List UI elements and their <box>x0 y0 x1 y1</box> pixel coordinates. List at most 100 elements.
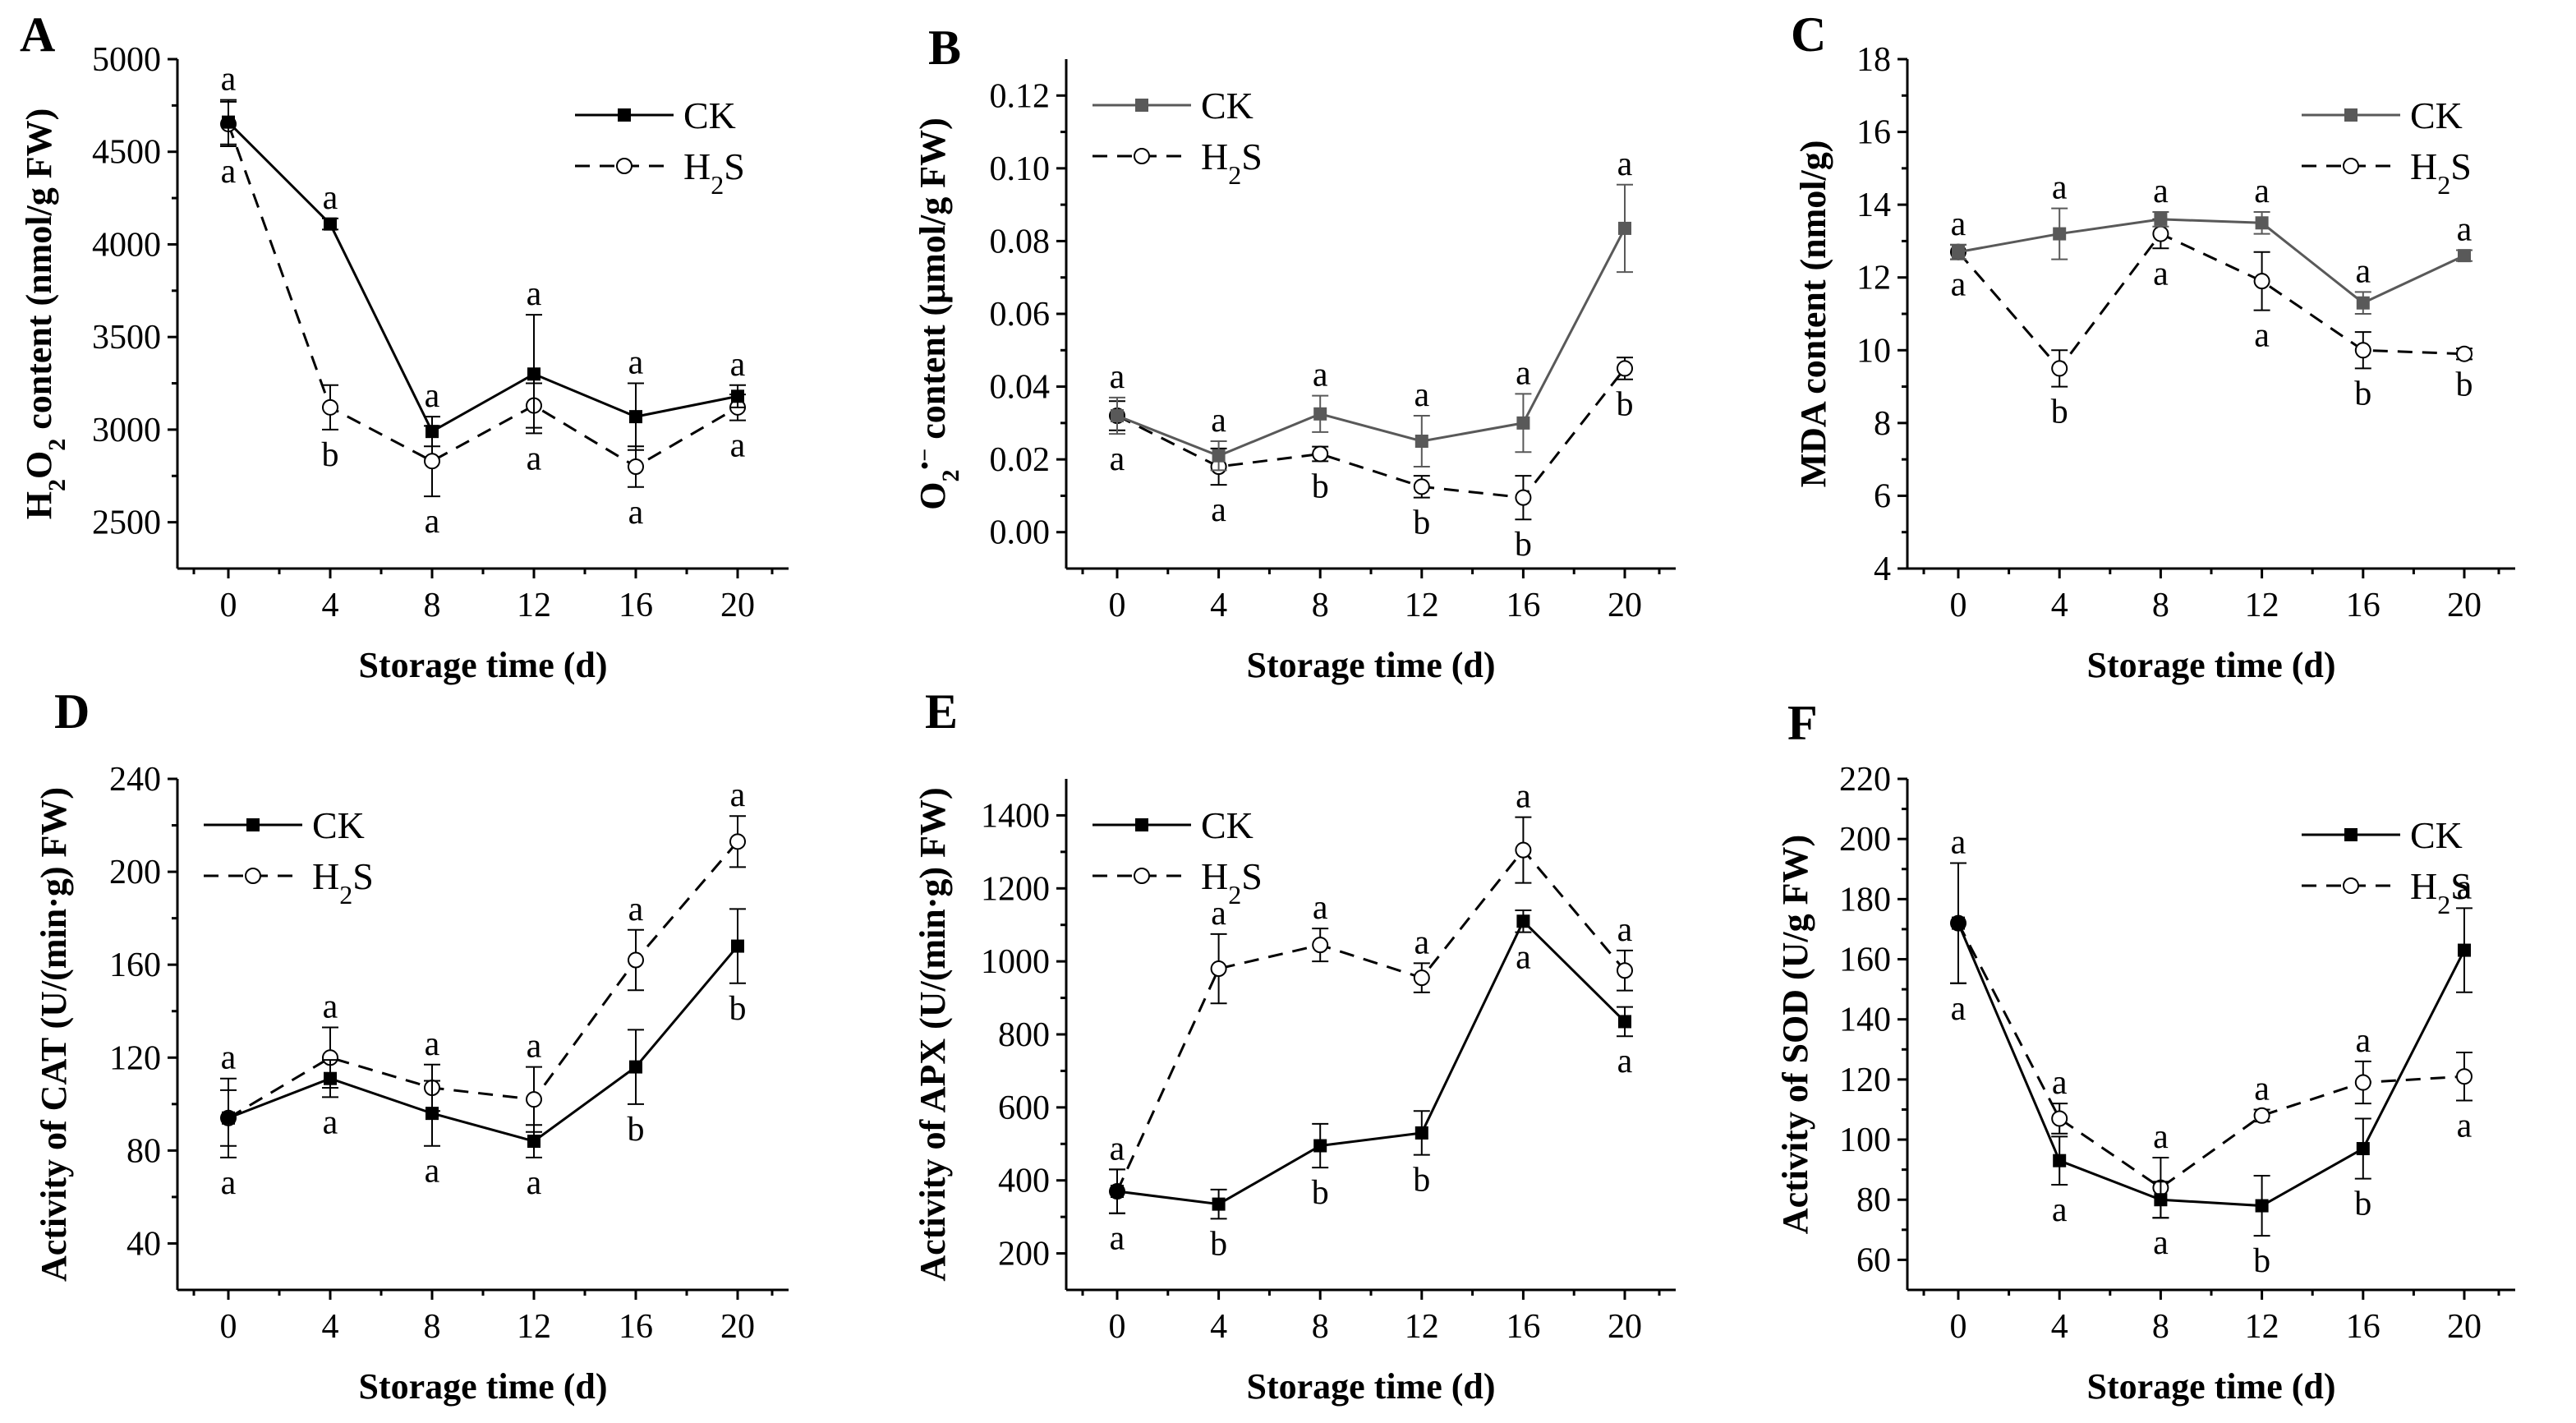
x-tick-label: 4 <box>2051 587 2068 624</box>
legend-label-part: H <box>312 855 339 897</box>
significance-letter: b <box>2354 1186 2371 1223</box>
series-line-h2s <box>1116 848 1626 1192</box>
legend-label-ck: CK <box>312 804 365 846</box>
y-tick-label: 160 <box>1839 942 1891 979</box>
x-axis-title: Storage time (d) <box>2086 645 2335 685</box>
data-point-h2s <box>2456 1068 2472 1085</box>
significance-letter: a <box>628 344 644 382</box>
legend-label-ck: CK <box>2410 94 2463 136</box>
significance-letter: a <box>1617 1043 1633 1080</box>
significance-letter: a <box>730 427 746 465</box>
data-point-ck <box>2255 216 2269 230</box>
series-line-h2s <box>227 123 738 468</box>
y-tick-label: 200 <box>1839 821 1891 859</box>
significance-letter: a <box>1617 145 1633 183</box>
y-tick-label: 16 <box>1856 114 1891 152</box>
x-tick-label: 8 <box>1312 1308 1329 1346</box>
significance-letter: a <box>221 1039 237 1077</box>
y-tick-label: 3500 <box>92 319 161 357</box>
y-tick-label: 12 <box>1856 260 1891 297</box>
legend-label-part: H <box>2410 145 2437 187</box>
data-point-ck <box>1313 407 1327 421</box>
significance-letter: b <box>2354 375 2371 412</box>
data-point-ck <box>2458 249 2471 263</box>
significance-letter: b <box>1617 386 1634 424</box>
y-tick-label: 8 <box>1874 405 1891 443</box>
significance-letter: b <box>1413 504 1430 542</box>
x-tick-label: 20 <box>2447 1308 2482 1346</box>
data-point-ck <box>1952 245 1965 259</box>
series-line-h2s <box>1957 922 2465 1190</box>
significance-letter: b <box>628 1111 645 1149</box>
panel-letter: A <box>20 7 55 62</box>
significance-letter: a <box>221 153 237 191</box>
significance-letter: a <box>1110 1130 1125 1167</box>
data-point-h2s <box>2354 342 2371 359</box>
y-axis-title: Activity of SOD (U/g FW) <box>1775 835 1815 1234</box>
y-tick-label: 10 <box>1856 332 1891 370</box>
data-point-ck <box>1111 409 1124 422</box>
x-tick-label: 0 <box>1109 587 1126 624</box>
legend-label-part: S <box>1241 136 1263 177</box>
y-tick-label: 4500 <box>92 134 161 172</box>
significance-letter: a <box>2457 868 2472 906</box>
legend-label-ck: CK <box>2410 814 2463 856</box>
series-ck <box>220 908 746 1158</box>
series-h2s <box>1950 862 2472 1219</box>
significance-letter: b <box>1210 1225 1227 1263</box>
x-tick-label: 0 <box>220 1308 237 1346</box>
y-tick-label: 1400 <box>981 797 1050 835</box>
data-point-h2s <box>729 833 746 850</box>
significance-letter: a <box>1313 357 1328 394</box>
legend-marker-ck <box>1135 99 1148 112</box>
x-axis-title: Storage time (d) <box>1246 1366 1495 1407</box>
x-tick-label: 8 <box>2152 1308 2169 1346</box>
significance-letter: b <box>2051 394 2068 431</box>
data-point-ck <box>2458 943 2471 957</box>
y-title-superscript: •− <box>913 449 938 470</box>
y-tick-label: 4000 <box>92 226 161 264</box>
significance-letter: a <box>221 1164 237 1202</box>
legend-label-subscript: 2 <box>711 170 724 200</box>
y-tick-label: 600 <box>998 1089 1050 1127</box>
y-title-subscript: 2 <box>937 470 964 482</box>
x-axis-title: Storage time (d) <box>2086 1366 2335 1407</box>
legend-label-h2s: H2S <box>2410 865 2472 919</box>
x-tick-label: 0 <box>1109 1308 1126 1346</box>
legend-marker-h2s <box>2343 158 2359 174</box>
significance-letter: a <box>628 494 644 532</box>
y-tick-label: 0.02 <box>990 441 1051 479</box>
legend-label-part: S <box>2450 145 2472 187</box>
data-point-ck <box>426 425 439 439</box>
data-point-h2s <box>2051 1110 2068 1127</box>
chart-panel-e: E 200 400 600 800 1000 1200 1400 0 4 8 12 16 20 Storag… <box>913 684 1676 1407</box>
y-tick-label: 0.08 <box>990 223 1051 260</box>
significance-letter: a <box>527 440 542 477</box>
legend-marker-ck <box>618 108 631 122</box>
series-ck <box>1950 207 2472 315</box>
y-title-part: content (μmol/g FW) <box>913 117 953 449</box>
chart-panel-c: C 4 6 8 10 12 14 16 18 0 4 8 12 16 20 Storage time (d) M… <box>1791 7 2515 685</box>
y-tick-label: 400 <box>998 1163 1050 1200</box>
series-line-h2s <box>1116 367 1626 500</box>
y-tick-label: 200 <box>109 854 161 891</box>
data-point-h2s <box>1413 969 1430 987</box>
x-tick-label: 16 <box>2346 587 2380 624</box>
data-point-ck <box>1111 1185 1124 1199</box>
significance-letter: a <box>2457 211 2472 249</box>
chart-panel-b: B 0.00 0.02 0.04 0.06 0.08 0.10 0.12 0 4 8 12 16 20 St… <box>913 21 1676 685</box>
chart-panel-a: A 2500 3000 3500 4000 4500 5000 0 4 8 12 16 20 Storag… <box>19 7 789 685</box>
series-ck <box>1109 909 1633 1220</box>
x-tick-label: 16 <box>1506 587 1540 624</box>
data-point-ck <box>1516 914 1530 928</box>
y-title-part: O <box>19 451 59 479</box>
legend-label-part: H <box>2410 865 2437 907</box>
x-tick-label: 12 <box>1405 1308 1439 1346</box>
significance-letter: a <box>1516 778 1531 816</box>
data-point-h2s <box>1515 489 1532 506</box>
y-title-subscript: 2 <box>44 439 71 451</box>
series-h2s <box>1109 357 1633 521</box>
legend-marker-ck <box>2344 108 2358 122</box>
significance-letter: a <box>2254 317 2270 355</box>
significance-letter: a <box>323 179 338 217</box>
